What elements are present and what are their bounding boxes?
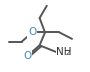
Text: O: O [28, 27, 37, 37]
Text: NH: NH [56, 47, 71, 57]
Text: 2: 2 [65, 50, 70, 56]
Text: O: O [23, 51, 31, 61]
